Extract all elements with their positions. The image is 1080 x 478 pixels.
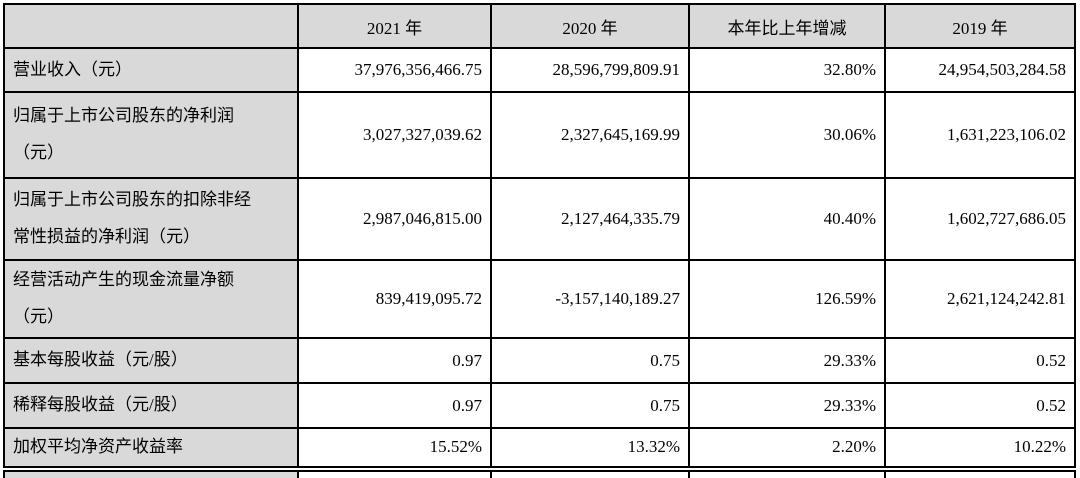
value-2021: 15.52% xyxy=(297,427,492,468)
value-2019: 1,631,223,106.02 xyxy=(884,91,1076,179)
value-2020: 13.32% xyxy=(490,427,690,468)
value-yoy-change: 2.20% xyxy=(688,427,886,468)
partial-row xyxy=(3,470,1076,478)
value-2019: 10.22% xyxy=(884,427,1076,468)
value-2020: 0.75 xyxy=(490,382,690,429)
value-yoy-change: 32.80% xyxy=(688,47,886,93)
header-cell-yoy-change: 本年比上年增减 xyxy=(688,3,886,49)
header-cell-2019: 2019 年 xyxy=(884,3,1076,49)
table-row-diluted-eps: 稀释每股收益（元/股） 0.97 0.75 29.33% 0.52 xyxy=(3,382,1076,429)
partial-row-cell xyxy=(490,470,690,478)
table-row-weighted-avg-roe: 加权平均净资产收益率 15.52% 13.32% 2.20% 10.22% xyxy=(3,427,1076,468)
row-label: 归属于上市公司股东的净利润 （元） xyxy=(3,91,299,179)
value-2019: 0.52 xyxy=(884,382,1076,429)
value-2019: 24,954,503,284.58 xyxy=(884,47,1076,93)
row-label: 基本每股收益（元/股） xyxy=(3,337,299,384)
value-yoy-change: 30.06% xyxy=(688,91,886,179)
header-cell-empty xyxy=(3,3,299,49)
value-2021: 0.97 xyxy=(297,337,492,384)
value-2021: 0.97 xyxy=(297,382,492,429)
partial-row-label-cell xyxy=(3,470,299,478)
table-row-net-profit-attributable: 归属于上市公司股东的净利润 （元） 3,027,327,039.62 2,327… xyxy=(3,91,1076,179)
value-2020: -3,157,140,189.27 xyxy=(490,259,690,339)
value-2020: 2,327,645,169.99 xyxy=(490,91,690,179)
partial-row-cell xyxy=(884,470,1076,478)
value-2020: 0.75 xyxy=(490,337,690,384)
value-yoy-change: 29.33% xyxy=(688,382,886,429)
row-label: 稀释每股收益（元/股） xyxy=(3,382,299,429)
partial-row-cell xyxy=(297,470,492,478)
row-label: 加权平均净资产收益率 xyxy=(3,427,299,468)
financial-summary-table: 2021 年 2020 年 本年比上年增减 2019 年 营业收入（元） 37,… xyxy=(3,3,1076,468)
value-2021: 839,419,095.72 xyxy=(297,259,492,339)
next-table-row-partial xyxy=(3,470,1076,478)
value-yoy-change: 126.59% xyxy=(688,259,886,339)
row-label: 经营活动产生的现金流量净额 （元） xyxy=(3,259,299,339)
value-2020: 28,596,799,809.91 xyxy=(490,47,690,93)
table-row-net-profit-excl-nonrecurring: 归属于上市公司股东的扣除非经 常性损益的净利润（元） 2,987,046,815… xyxy=(3,177,1076,261)
value-2021: 2,987,046,815.00 xyxy=(297,177,492,261)
row-label: 营业收入（元） xyxy=(3,47,299,93)
value-2019: 2,621,124,242.81 xyxy=(884,259,1076,339)
header-row: 2021 年 2020 年 本年比上年增减 2019 年 xyxy=(3,3,1076,49)
table-row-operating-revenue: 营业收入（元） 37,976,356,466.75 28,596,799,809… xyxy=(3,47,1076,93)
value-2019: 1,602,727,686.05 xyxy=(884,177,1076,261)
row-label: 归属于上市公司股东的扣除非经 常性损益的净利润（元） xyxy=(3,177,299,261)
header-cell-2021: 2021 年 xyxy=(297,3,492,49)
value-2019: 0.52 xyxy=(884,337,1076,384)
value-2021: 37,976,356,466.75 xyxy=(297,47,492,93)
value-2021: 3,027,327,039.62 xyxy=(297,91,492,179)
value-yoy-change: 40.40% xyxy=(688,177,886,261)
value-yoy-change: 29.33% xyxy=(688,337,886,384)
value-2020: 2,127,464,335.79 xyxy=(490,177,690,261)
table-row-operating-cash-flow: 经营活动产生的现金流量净额 （元） 839,419,095.72 -3,157,… xyxy=(3,259,1076,339)
table-row-basic-eps: 基本每股收益（元/股） 0.97 0.75 29.33% 0.52 xyxy=(3,337,1076,384)
partial-row-cell xyxy=(688,470,886,478)
header-cell-2020: 2020 年 xyxy=(490,3,690,49)
